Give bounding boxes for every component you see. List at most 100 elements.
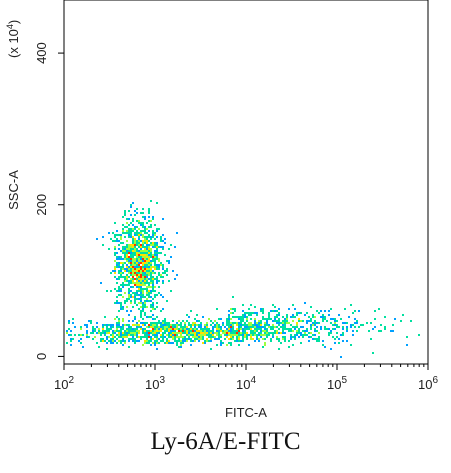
density-point xyxy=(132,228,134,230)
density-point xyxy=(296,330,298,332)
density-point xyxy=(394,318,396,320)
density-point xyxy=(160,274,162,276)
density-point xyxy=(156,236,158,238)
density-point xyxy=(104,316,106,318)
density-point xyxy=(138,280,140,282)
density-point xyxy=(142,310,144,312)
density-point xyxy=(168,330,170,332)
density-point xyxy=(126,248,128,250)
density-point xyxy=(256,328,258,330)
density-point xyxy=(280,342,282,344)
density-point xyxy=(126,250,128,252)
density-point xyxy=(136,258,138,260)
density-point xyxy=(148,246,150,248)
density-point xyxy=(230,324,232,326)
density-point xyxy=(276,310,278,312)
density-point xyxy=(198,336,200,338)
density-point xyxy=(150,252,152,254)
density-point xyxy=(218,324,220,326)
density-point xyxy=(156,228,158,230)
density-point xyxy=(134,284,136,286)
density-point xyxy=(256,314,258,316)
density-point xyxy=(128,282,130,284)
density-point xyxy=(240,334,242,336)
density-point xyxy=(164,272,166,274)
density-point xyxy=(130,280,132,282)
density-point xyxy=(138,236,140,238)
density-point xyxy=(144,238,146,240)
density-point xyxy=(252,334,254,336)
density-point xyxy=(126,218,128,220)
density-point xyxy=(150,316,152,318)
density-point xyxy=(142,262,144,264)
density-point xyxy=(136,254,138,256)
density-point xyxy=(96,342,98,344)
density-point xyxy=(128,280,130,282)
density-point xyxy=(138,270,140,272)
density-point xyxy=(114,270,116,272)
density-point xyxy=(296,334,298,336)
density-point xyxy=(120,332,122,334)
density-point xyxy=(124,226,126,228)
density-point xyxy=(230,312,232,314)
density-point xyxy=(232,332,234,334)
density-point xyxy=(242,328,244,330)
density-point xyxy=(128,326,130,328)
density-point xyxy=(140,224,142,226)
density-point xyxy=(162,268,164,270)
density-point xyxy=(154,246,156,248)
density-point xyxy=(130,272,132,274)
density-point xyxy=(134,272,136,274)
density-point xyxy=(120,330,122,332)
density-point xyxy=(310,332,312,334)
density-point xyxy=(144,240,146,242)
density-point xyxy=(156,342,158,344)
density-point xyxy=(294,336,296,338)
density-point xyxy=(198,332,200,334)
density-point xyxy=(194,322,196,324)
density-point xyxy=(232,330,234,332)
density-point xyxy=(154,324,156,326)
x-axis-label: FITC-A xyxy=(225,405,267,420)
density-point xyxy=(198,326,200,328)
density-point xyxy=(262,346,264,348)
density-point xyxy=(260,322,262,324)
density-point xyxy=(346,328,348,330)
density-point xyxy=(128,340,130,342)
density-point xyxy=(128,332,130,334)
density-point xyxy=(142,294,144,296)
density-point xyxy=(126,324,128,326)
density-point xyxy=(148,324,150,326)
density-point xyxy=(162,338,164,340)
density-point xyxy=(164,242,166,244)
density-point xyxy=(140,326,142,328)
density-point xyxy=(142,276,144,278)
density-point xyxy=(252,330,254,332)
density-point xyxy=(146,330,148,332)
density-point xyxy=(184,330,186,332)
density-point xyxy=(128,234,130,236)
density-point xyxy=(118,248,120,250)
density-point xyxy=(230,322,232,324)
density-point xyxy=(150,344,152,346)
density-point xyxy=(128,224,130,226)
density-point xyxy=(124,278,126,280)
density-point xyxy=(252,332,254,334)
density-point xyxy=(274,330,276,332)
density-point xyxy=(154,290,156,292)
density-point xyxy=(162,266,164,268)
density-point xyxy=(86,326,88,328)
density-point xyxy=(176,340,178,342)
density-point xyxy=(210,320,212,322)
density-point xyxy=(330,332,332,334)
density-point xyxy=(176,342,178,344)
density-point xyxy=(122,250,124,252)
density-point xyxy=(132,250,134,252)
density-point xyxy=(78,340,80,342)
density-point xyxy=(140,310,142,312)
density-point xyxy=(80,326,82,328)
density-point xyxy=(260,330,262,332)
density-point xyxy=(264,326,266,328)
density-point xyxy=(122,264,124,266)
density-point xyxy=(80,342,82,344)
